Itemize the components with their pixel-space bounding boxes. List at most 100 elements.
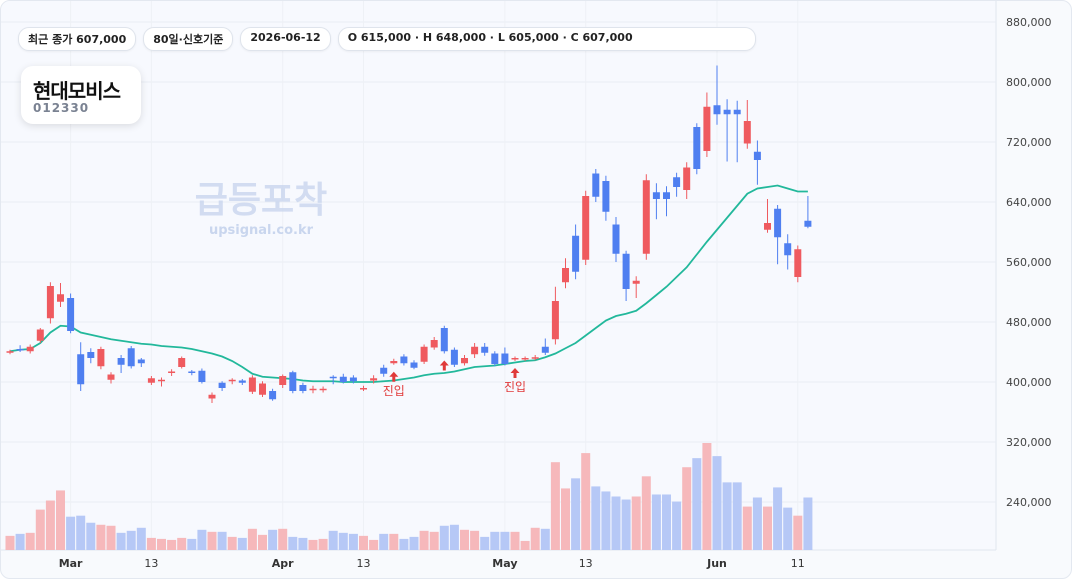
stock-name: 현대모비스 [33,79,121,103]
candle-body [26,346,34,352]
volume-bar [35,509,45,550]
volume-bar [379,533,389,550]
candle-body [87,352,95,358]
candle-body [663,192,670,199]
volume-bar [611,496,621,550]
candle-body [733,109,741,115]
volume-bar [803,497,813,550]
chip: 2026-06-12 [240,27,331,51]
candle-body [259,383,266,395]
candle-body [602,181,610,212]
volume-bar [672,501,682,550]
volume-bar [207,531,217,550]
candle-body [804,220,812,227]
volume-bar [308,539,318,550]
candle-body [6,351,14,353]
volume-bar [338,532,348,550]
candle-body [521,358,529,360]
volume-bar [702,443,712,550]
candle-body [97,349,105,367]
volume-bar [722,482,732,550]
candle-body [511,358,519,360]
volume-bar [571,478,581,550]
ma-line [9,184,808,383]
candle-body [360,388,367,390]
volume-bar [197,529,207,550]
volume-bar [429,531,439,550]
volume-bar [157,538,166,550]
y-tick-label: 400,000 [1006,376,1052,389]
volume-bar [460,529,469,550]
candle-body [299,385,307,391]
candle-body [632,280,640,284]
candle-body [329,376,337,379]
candle-body [198,370,206,382]
volume-bar [510,531,520,550]
stock-card: 현대모비스 012330 [21,66,141,124]
candle-body [279,376,287,385]
candle-body [228,379,236,382]
chip: 최근 종가 607,000 [18,27,137,51]
volume-bar [278,528,288,550]
candle-body [622,253,630,289]
volume-bar [258,534,267,550]
candle-body [188,371,196,373]
watermark: 급등포착 [195,180,327,221]
volume-bar [76,515,86,550]
candle-body [289,372,297,391]
volume-bar [5,535,15,550]
volume-bar [480,536,490,550]
candle-body [743,121,751,144]
volume-bar [399,538,409,550]
volume-bar [550,462,560,550]
volume-bar [581,453,591,550]
volume-bar [662,494,671,550]
volume-bar [268,529,278,550]
volume-bar [96,524,106,550]
candle-body [127,348,135,367]
candle-body [471,346,479,355]
volume-bar [692,458,702,550]
volume-bar [742,506,752,550]
volume-bar [641,476,651,550]
chip: 80일·신호기준 [143,27,234,51]
candle-body [450,349,458,365]
volume-bar [348,533,358,550]
candle-body [642,180,650,254]
candle-body [572,235,580,272]
y-tick-label: 800,000 [1006,76,1052,89]
y-tick-label: 640,000 [1006,196,1052,209]
candle-body [723,109,731,115]
candle-body [248,377,256,392]
volume-bar [601,491,611,550]
volume-bar [752,497,762,550]
candle-body [339,376,347,382]
candle-body [693,127,701,169]
y-tick-label: 480,000 [1006,316,1052,329]
info-chips: 최근 종가 607,000 80일·신호기준 2026-06-12 O 615,… [18,27,756,51]
candle-body [491,353,499,364]
candle-body [67,298,75,331]
candle-body [562,268,569,283]
candle-body [784,243,792,256]
signal-arrow [389,371,399,382]
volume-bar [682,467,692,550]
candle-body [440,328,448,352]
volume-bar [318,538,328,550]
y-tick-label: 880,000 [1006,16,1052,29]
volume-bar [15,533,25,550]
y-tick-label: 720,000 [1006,136,1052,149]
volume-bar [621,499,631,550]
volume-bar [389,533,399,550]
candle-body [531,357,539,359]
candle-body [753,151,761,160]
candle-body [218,382,226,388]
volume-bar [419,530,429,550]
volume-bar [369,539,379,550]
x-tick-label: 13 [144,557,158,570]
volume-bar [86,522,96,550]
candle-body [612,224,620,254]
volume-bar [227,536,237,550]
